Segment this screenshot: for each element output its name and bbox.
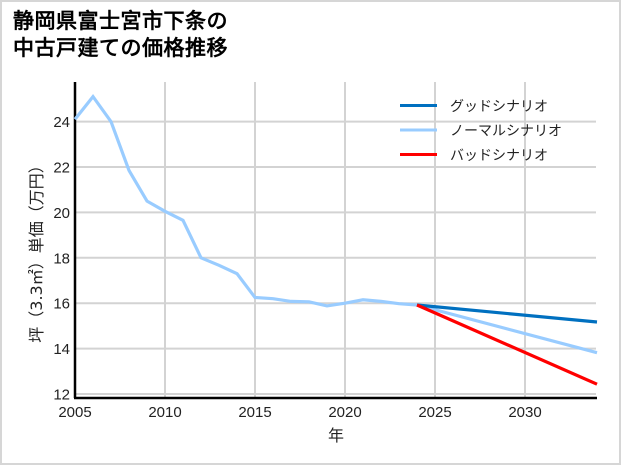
y-tick-label: 18 <box>53 250 70 267</box>
chart-title-line2: 中古戸建ての価格推移 <box>13 36 228 60</box>
y-tick-labels: 12 14 16 18 20 22 24 <box>53 114 70 403</box>
chart-title: 静岡県富士宮市下条の 中古戸建ての価格推移 <box>13 8 228 62</box>
x-tick-label: 2025 <box>418 404 451 421</box>
y-tick-label: 16 <box>53 296 70 313</box>
x-tick-labels: 2005 2010 2015 2020 2025 2030 <box>58 404 541 421</box>
x-axis-label: 年 <box>328 426 344 445</box>
x-tick-label: 2030 <box>508 404 541 421</box>
bad-scenario-line <box>416 303 598 386</box>
data-series <box>73 93 598 386</box>
legend-label-bad: バッドシナリオ <box>450 148 548 164</box>
legend-item-bad[interactable]: バッドシナリオ <box>400 148 548 164</box>
y-tick-label: 24 <box>53 114 70 131</box>
y-tick-label: 22 <box>53 160 70 177</box>
chart-title-line1: 静岡県富士宮市下条の <box>13 9 228 33</box>
y-tick-label: 12 <box>53 387 70 404</box>
legend: グッドシナリオ ノーマルシナリオ バッドシナリオ <box>400 99 562 164</box>
y-axis-label: 坪（3.3㎡）単価（万円） <box>27 157 46 342</box>
legend-item-good[interactable]: グッドシナリオ <box>400 99 548 115</box>
x-tick-label: 2020 <box>328 404 361 421</box>
legend-label-normal: ノーマルシナリオ <box>450 124 562 140</box>
x-tick-label: 2005 <box>58 404 91 421</box>
normal-scenario-line <box>73 93 598 355</box>
good-scenario-line <box>416 303 598 324</box>
axes <box>73 82 597 400</box>
legend-item-normal[interactable]: ノーマルシナリオ <box>400 124 562 140</box>
y-tick-label: 14 <box>53 341 70 358</box>
legend-label-good: グッドシナリオ <box>450 99 548 115</box>
x-tick-label: 2015 <box>238 404 271 421</box>
y-tick-label: 20 <box>53 205 70 222</box>
x-tick-label: 2010 <box>148 404 181 421</box>
